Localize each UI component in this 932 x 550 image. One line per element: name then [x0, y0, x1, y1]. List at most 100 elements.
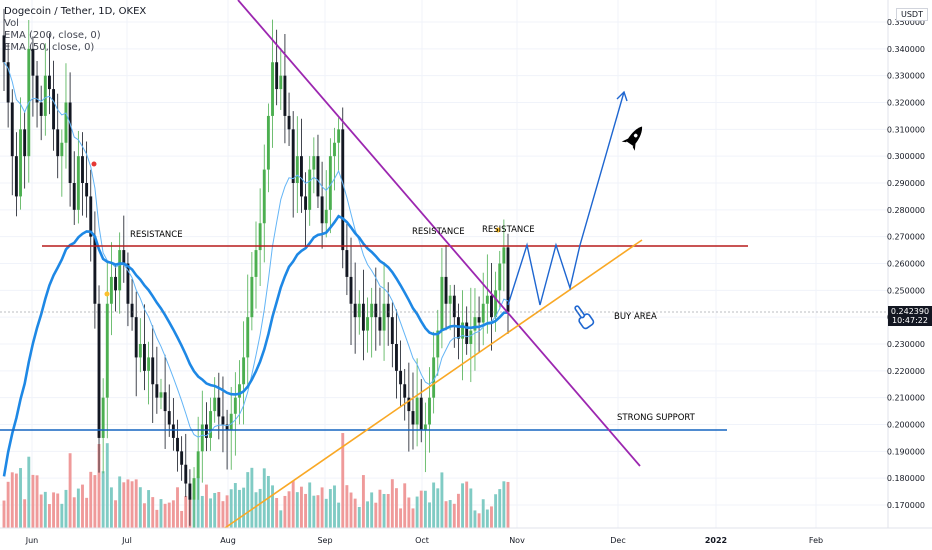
candle-body: [428, 397, 431, 425]
candle-body: [291, 129, 295, 183]
candle-body: [349, 276, 353, 304]
candle-body: [221, 416, 225, 425]
grid-lines: [0, 0, 888, 528]
downtrend-line[interactable]: [237, 0, 641, 467]
candle-body: [60, 142, 64, 157]
candle-body: [138, 344, 142, 358]
volume-bar: [109, 487, 113, 528]
volume-bar: [2, 500, 6, 528]
price-tick-label: 0.280000: [887, 206, 925, 215]
volume-bar: [465, 481, 469, 528]
candle-body: [246, 317, 250, 358]
candle-body: [498, 263, 502, 291]
time-axis-panel[interactable]: [0, 528, 888, 550]
volume-bar: [159, 499, 163, 528]
price-tick-label: 0.250000: [887, 286, 925, 295]
volume-bar: [299, 486, 303, 528]
volume-bar: [357, 506, 361, 528]
candle-body: [266, 115, 270, 170]
candle-body: [76, 156, 80, 210]
volume-bar: [143, 503, 146, 528]
candle-body: [436, 330, 440, 358]
price-tick-label: 0.320000: [887, 99, 925, 108]
candle-body: [200, 424, 204, 452]
current-price-tag[interactable]: 0.242390 10:47:22: [888, 306, 932, 326]
price-tick-label: 0.170000: [887, 501, 925, 510]
volume-bar: [473, 510, 477, 528]
volume-bar: [324, 498, 328, 528]
candle-body: [97, 303, 101, 438]
candle-body: [283, 75, 287, 116]
volume-bar: [295, 492, 299, 528]
price-tick-label: 0.350000: [887, 18, 925, 27]
volume-bar: [233, 483, 237, 528]
price-axis-panel[interactable]: [888, 0, 932, 528]
candle-body: [444, 276, 448, 304]
volume-bar: [134, 479, 138, 528]
candle-body: [56, 129, 60, 157]
volume-bar: [333, 485, 336, 528]
candle-body: [64, 102, 68, 143]
price-tick-label: 0.180000: [887, 474, 925, 483]
currency-unit-button[interactable]: USDT: [896, 8, 928, 21]
projection-arrowhead: [616, 90, 628, 102]
volume-bar: [163, 503, 167, 528]
volume-bar: [304, 493, 308, 528]
hand-pointer-icon: [574, 305, 595, 330]
current-price-value: 0.242390: [890, 307, 930, 316]
volume-bar: [456, 493, 460, 528]
volume-bar: [275, 497, 279, 528]
candle-body: [448, 295, 452, 304]
candlestick-series[interactable]: [2, 8, 510, 535]
volume-bar: [399, 508, 403, 528]
volume-bar: [312, 495, 316, 528]
candle-body: [304, 196, 308, 210]
legend-volume[interactable]: Vol: [4, 18, 19, 29]
volume-bar: [390, 479, 394, 528]
candle-body: [180, 451, 184, 465]
marker-dot-red: [91, 161, 97, 167]
candle-body: [114, 276, 117, 291]
candle-body: [403, 384, 407, 398]
candle-body: [353, 303, 357, 318]
price-tick-label: 0.190000: [887, 447, 925, 456]
volume-bar: [407, 497, 411, 528]
candle-body: [171, 424, 175, 438]
chart-title[interactable]: Dogecoin / Tether, 1D, OKEX: [4, 6, 147, 17]
volume-bar: [345, 485, 349, 528]
candle-body: [506, 247, 510, 312]
chart-legend: Dogecoin / Tether, 1D, OKEX Vol EMA (200…: [4, 6, 146, 54]
volume-bar: [76, 488, 80, 528]
candle-body: [299, 156, 303, 197]
candle-body: [399, 370, 403, 385]
volume-bar: [167, 502, 171, 528]
uptrend-line[interactable]: [221, 239, 643, 531]
legend-ema-200[interactable]: EMA (200, close, 0): [4, 30, 101, 41]
candle-body: [188, 483, 192, 500]
volume-bar: [415, 496, 419, 528]
candle-body: [341, 129, 345, 251]
date-tick-label: Sep: [317, 536, 332, 545]
candle-body: [415, 397, 419, 425]
candle-body: [93, 236, 97, 304]
volume-bar: [72, 497, 76, 528]
volume-bar: [370, 492, 374, 528]
candle-body: [213, 397, 217, 412]
candle-body: [109, 276, 113, 304]
date-tick-label: Oct: [415, 536, 429, 545]
candle-body: [366, 317, 369, 331]
volume-bar: [498, 489, 502, 528]
volume-bar: [250, 467, 254, 528]
legend-ema-50[interactable]: EMA (50, close, 0): [4, 42, 95, 53]
volume-bar: [341, 433, 345, 528]
candle-body: [258, 223, 262, 251]
volume-bar: [502, 481, 506, 528]
candle-body: [101, 397, 105, 438]
candle-body: [126, 263, 130, 304]
candle-body: [279, 75, 283, 90]
rocket-icon: [621, 126, 643, 151]
volume-bar: [287, 491, 291, 528]
candle-body: [225, 424, 229, 430]
volume-bar: [14, 473, 18, 528]
